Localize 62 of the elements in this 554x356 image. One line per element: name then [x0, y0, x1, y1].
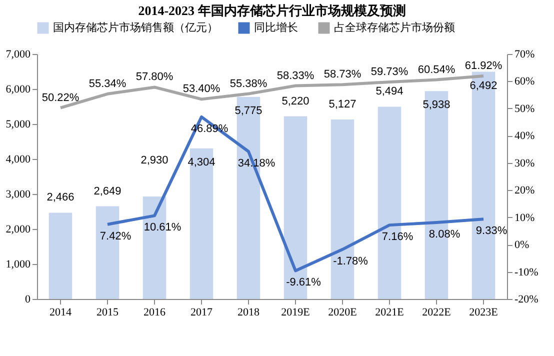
data-label: 55.38%: [230, 78, 268, 90]
data-label: 61.92%: [464, 60, 502, 72]
x-tick-label: 2015: [96, 306, 119, 318]
chart-title: 2014-2023 年国内存储芯片行业市场规模及预测: [138, 3, 406, 18]
bar: [48, 212, 72, 299]
data-label: 59.73%: [370, 66, 408, 78]
data-label: 2,930: [140, 154, 168, 166]
y2-tick-label: -20%: [514, 294, 538, 306]
data-label: 5,938: [422, 99, 450, 112]
y-tick-label: 6,000: [6, 84, 31, 96]
x-tick-label: 2016: [144, 306, 166, 318]
data-label: 58.73%: [324, 68, 362, 81]
y2-tick-label: 10%: [514, 212, 535, 224]
legend-label: 国内存储芯片市场销售额（亿元）: [53, 21, 218, 34]
y-tick-label: 7,000: [6, 48, 31, 60]
data-label: 7.42%: [100, 230, 132, 242]
x-tick-label: 2017: [190, 306, 213, 318]
data-label: 55.34%: [88, 78, 126, 90]
y-tick-label: 2,000: [6, 224, 31, 236]
y-tick-label: 3,000: [6, 188, 31, 200]
x-tick-label: 2014: [50, 306, 72, 318]
data-label: 60.54%: [418, 64, 456, 76]
y2-tick-label: 40%: [514, 130, 535, 142]
data-label: 5,775: [234, 104, 262, 117]
y2-tick-label: 20%: [514, 184, 535, 197]
data-label: -9.61%: [286, 276, 322, 289]
y2-tick-label: 60%: [514, 76, 535, 88]
legend-label: 同比增长: [254, 21, 298, 34]
y-tick-label: 5,000: [6, 118, 31, 130]
data-label: 2,649: [94, 185, 122, 198]
x-tick-label: 2023E: [469, 306, 498, 318]
data-label: 8.08%: [428, 228, 460, 241]
x-tick-label: 2020E: [328, 306, 358, 318]
data-label: 5,494: [376, 86, 404, 98]
data-label: 4,304: [188, 156, 216, 168]
y2-tick-label: -10%: [514, 266, 538, 278]
data-label: -1.78%: [333, 255, 368, 268]
data-label: 5,127: [328, 98, 356, 111]
data-label: 5,220: [282, 95, 310, 108]
y2-tick-label: 0%: [514, 239, 530, 252]
x-tick-label: 2021E: [375, 306, 404, 318]
data-label: 57.80%: [136, 71, 174, 84]
y2-tick-label: 50%: [514, 102, 535, 115]
data-label: 2,466: [46, 192, 74, 204]
data-label: 58.33%: [276, 70, 314, 82]
x-tick-label: 2022E: [422, 306, 452, 318]
data-label: 10.61%: [144, 222, 182, 234]
y2-tick-label: 70%: [514, 48, 535, 60]
data-label: 50.22%: [42, 92, 80, 104]
y-tick-label: 1,000: [6, 258, 31, 270]
y-tick-label: 0: [25, 294, 31, 306]
bar: [190, 148, 214, 299]
data-label: 7.16%: [382, 231, 414, 244]
y2-tick-label: 30%: [514, 157, 535, 170]
x-tick-label: 2019E: [281, 306, 310, 318]
y-tick-label: 4,000: [6, 154, 31, 166]
x-tick-label: 2018: [238, 306, 260, 318]
data-label: 9.33%: [476, 225, 508, 238]
data-label: 34.18%: [238, 158, 276, 170]
legend-label: 占全球存储芯片市场份额: [334, 21, 455, 34]
data-label: 53.40%: [182, 83, 220, 96]
data-label: 6,492: [470, 80, 498, 92]
